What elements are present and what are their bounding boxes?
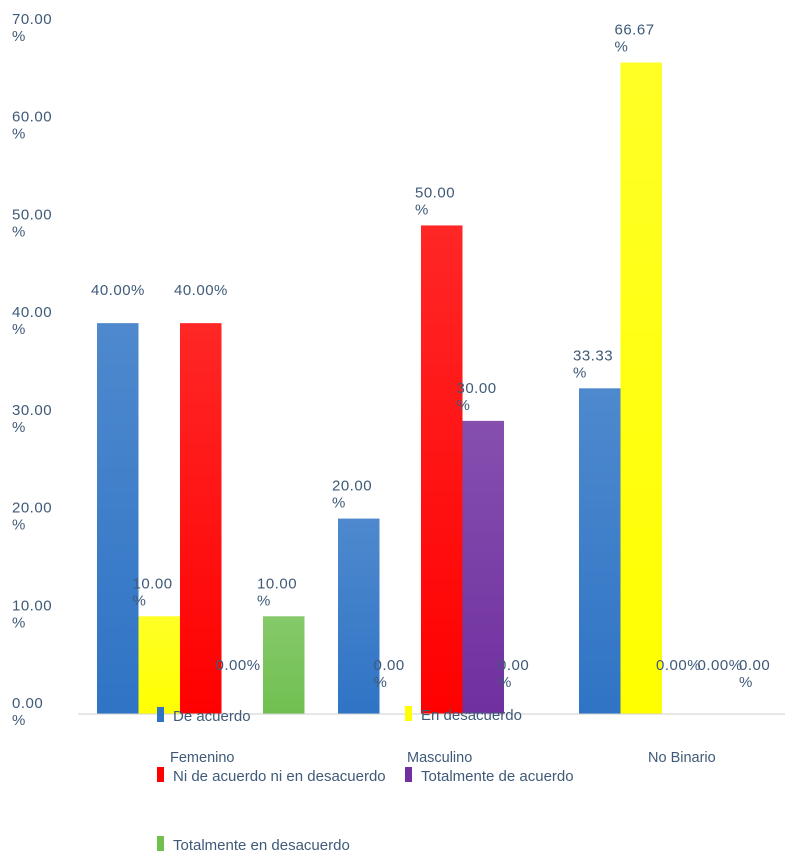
legend-swatch-en-desacuerdo bbox=[405, 706, 412, 721]
legend-swatch-totalmente-en-desacuerdo bbox=[157, 836, 164, 851]
bar-femenino-en-desacuerdo bbox=[138, 616, 180, 714]
legend-swatch-totalmente-de-acuerdo bbox=[405, 767, 412, 782]
data-label: 33.33% bbox=[573, 347, 613, 381]
category-label: No Binario bbox=[648, 750, 716, 766]
bars-layer bbox=[97, 62, 662, 714]
bar-masculino-totalmente-de-acuerdo bbox=[462, 420, 504, 714]
category-labels: Femenino Masculino No Binario bbox=[170, 750, 716, 766]
y-tick-label: 50.00% bbox=[12, 206, 52, 240]
legend-swatch-ni-de-acuerdo-ni-en-desacuerdo bbox=[157, 767, 164, 782]
data-label: 66.67% bbox=[615, 22, 655, 56]
y-tick-label: 30.00% bbox=[12, 402, 52, 436]
data-label: 40.00% bbox=[174, 282, 228, 299]
y-tick-label: 20.00% bbox=[12, 500, 52, 534]
legend-label-en-desacuerdo: En desacuerdo bbox=[421, 707, 522, 724]
legend: De acuerdo En desacuerdo Ni de acuerdo ni … bbox=[157, 706, 574, 854]
data-label: 20.00% bbox=[332, 478, 372, 512]
bar-femenino-ni-de-acuerdo-ni-en-desacuerdo bbox=[180, 323, 222, 714]
y-axis: 0.00 % 10.00 % 20.00 % 30.00 % 40.00 % 50.00 % 60.00… bbox=[12, 11, 52, 729]
data-label: 0.00% bbox=[739, 657, 770, 691]
data-label: 0.00% bbox=[698, 657, 743, 674]
bar-no-binario-de-acuerdo bbox=[579, 388, 621, 714]
data-label: 0.00% bbox=[498, 657, 529, 691]
data-label: 0.00% bbox=[374, 657, 405, 691]
category-label: Femenino bbox=[170, 750, 234, 766]
data-label: 50.00% bbox=[415, 184, 455, 218]
legend-label-totalmente-de-acuerdo: Totalmente de acuerdo bbox=[421, 768, 574, 785]
y-tick-label: 70.00% bbox=[12, 11, 52, 45]
y-tick-label: 40.00% bbox=[12, 304, 52, 338]
category-label: Masculino bbox=[407, 750, 472, 766]
data-label: 10.00% bbox=[257, 575, 297, 609]
legend-swatch-de-acuerdo bbox=[157, 707, 164, 722]
data-label: 10.00% bbox=[133, 575, 173, 609]
data-label: 30.00% bbox=[457, 380, 497, 414]
legend-label-totalmente-en-desacuerdo: Totalmente en desacuerdo bbox=[173, 837, 350, 854]
bar-masculino-de-acuerdo bbox=[338, 518, 380, 714]
legend-label-ni-de-acuerdo-ni-en-desacuerdo: Ni de acuerdo ni en desacuerdo bbox=[173, 768, 386, 785]
data-labels: 40.00% 10.00 % 40.00% 0.00% 10.00 % 20.00 % 0.00%… bbox=[91, 22, 770, 691]
bar-femenino-de-acuerdo bbox=[97, 323, 139, 714]
y-tick-label: 10.00% bbox=[12, 597, 52, 631]
data-label: 40.00% bbox=[91, 282, 145, 299]
y-tick-label: 60.00% bbox=[12, 109, 52, 143]
bar-femenino-totalmente-en-desacuerdo bbox=[263, 616, 305, 714]
data-label: 0.00% bbox=[656, 657, 701, 674]
bar-masculino-ni-de-acuerdo-ni-en-desacuerdo bbox=[421, 225, 463, 714]
legend-label-de-acuerdo: De acuerdo bbox=[173, 708, 251, 725]
data-label: 0.00% bbox=[216, 657, 261, 674]
y-tick-label: 0.00% bbox=[12, 695, 43, 729]
bar-no-binario-en-desacuerdo bbox=[620, 62, 662, 714]
